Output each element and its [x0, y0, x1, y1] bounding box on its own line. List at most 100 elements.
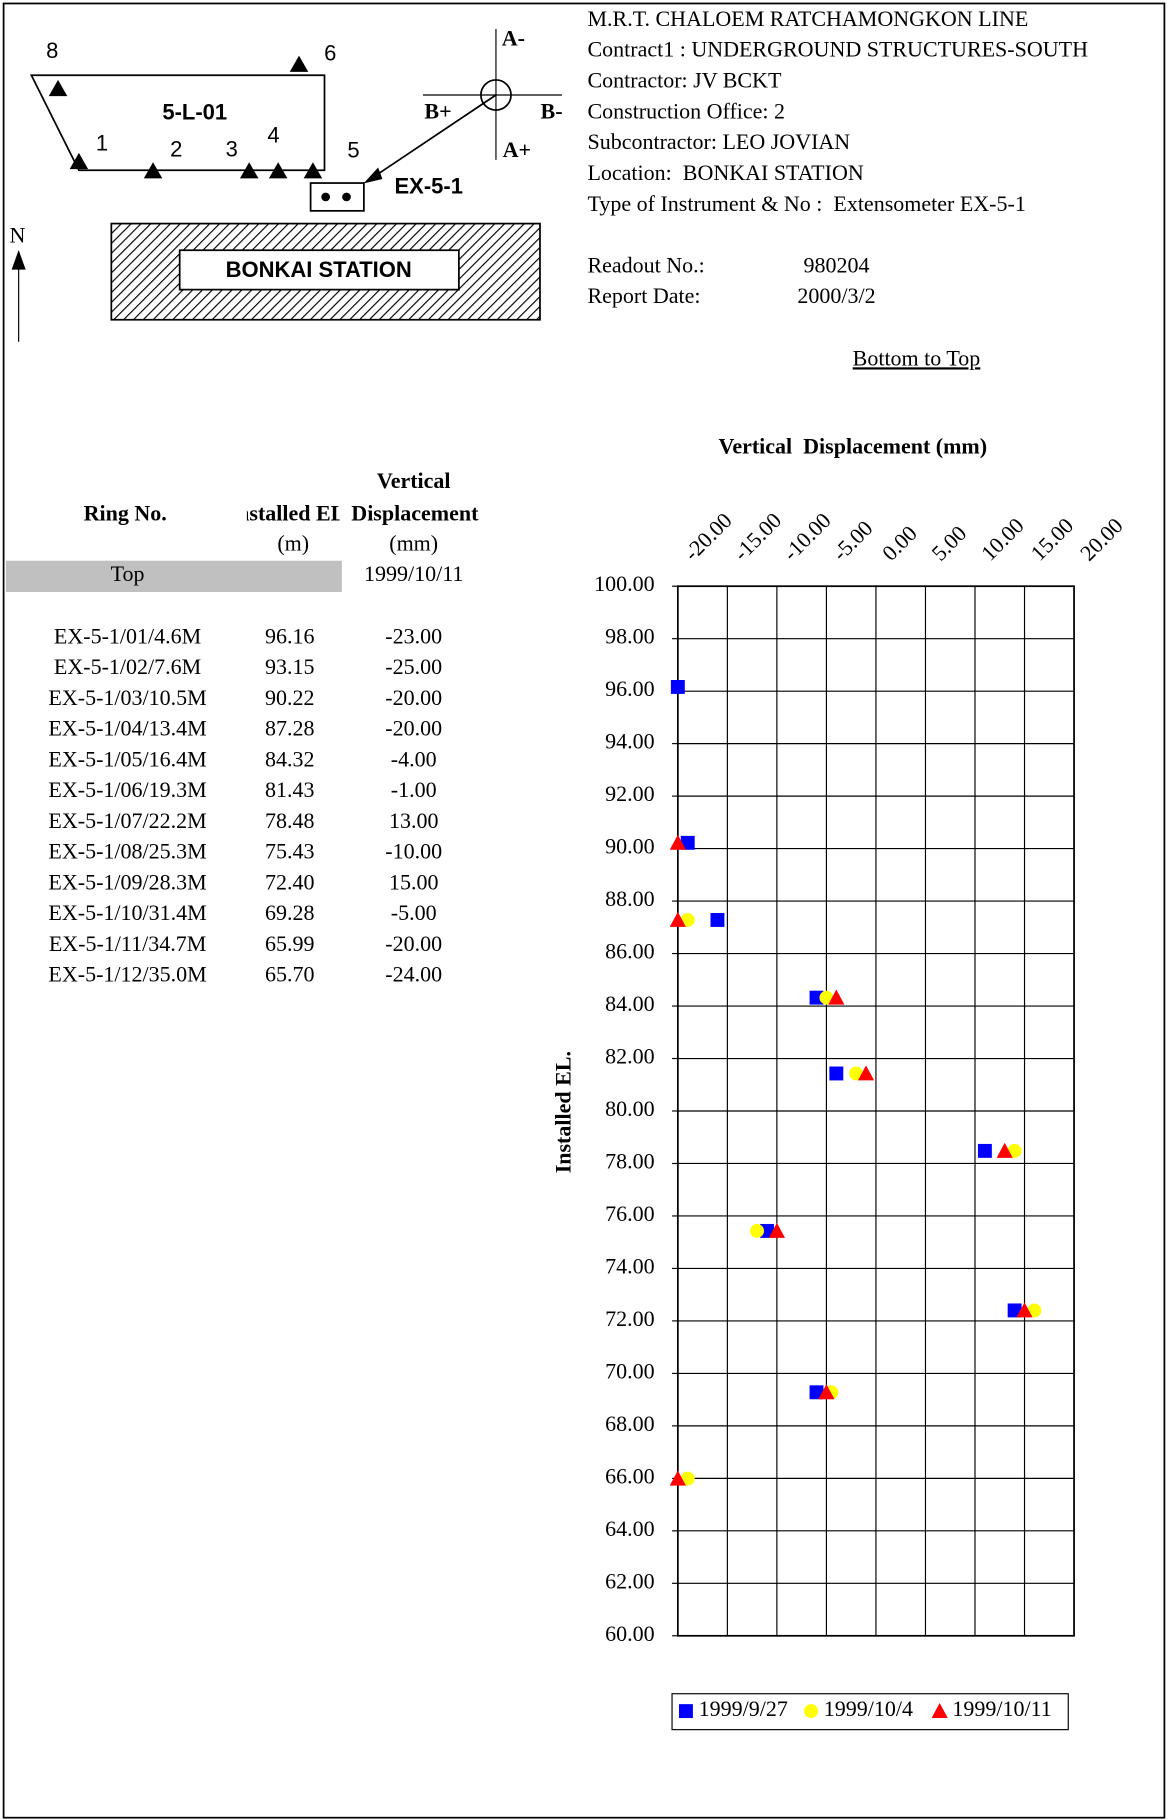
marker-square — [680, 835, 695, 850]
top-date: 1999/10/11 — [364, 561, 463, 586]
marker-circle — [1007, 1143, 1022, 1158]
y-tick-label: 76.00 — [605, 1201, 654, 1226]
table-cell: -1.00 — [391, 777, 437, 802]
top-label: Top — [111, 561, 145, 586]
x-tick-label: -10.00 — [778, 508, 836, 566]
y-tick-label: 68.00 — [605, 1411, 654, 1436]
table-cell: EX-5-1/06/19.3M — [48, 777, 206, 802]
marker-circle — [849, 1066, 864, 1081]
table-cell: EX-5-1/12/35.0M — [48, 962, 206, 987]
x-tick-label: -5.00 — [827, 515, 877, 565]
y-axis-label: Installed EL. — [551, 1051, 576, 1173]
data-points — [620, 680, 1042, 1486]
readout-no: 980204 — [804, 253, 870, 278]
legend-label: 1999/9/27 — [699, 1696, 788, 1721]
table-unit: (mm) — [389, 531, 438, 556]
marker-triangle — [620, 758, 636, 773]
y-tick-label: 86.00 — [605, 939, 654, 964]
table-cell: 84.32 — [265, 746, 314, 771]
point-label: 5 — [347, 138, 359, 163]
y-tick-label: 96.00 — [605, 676, 654, 701]
y-tick-label: 70.00 — [605, 1358, 654, 1383]
table-cell: -20.00 — [385, 716, 442, 741]
table-cell: EX-5-1/04/13.4M — [48, 716, 206, 741]
header: M.R.T. CHALOEM RATCHAMONGKON LINE Contrac… — [587, 6, 1088, 216]
marker-triangle — [818, 1384, 835, 1400]
table-cell: EX-5-1/01/4.6M — [54, 623, 201, 648]
point-label: 4 — [267, 123, 279, 148]
table-cell: 65.99 — [265, 931, 314, 956]
marker-triangle — [669, 911, 686, 927]
table-cell: 15.00 — [389, 869, 439, 894]
axis-label: A+ — [503, 137, 531, 162]
marker-square — [670, 680, 685, 694]
y-tick-label: 100.00 — [594, 571, 654, 596]
table-cell: EX-5-1/07/22.2M — [48, 808, 206, 833]
y-tick-label: 66.00 — [605, 1463, 654, 1488]
marker-square — [760, 1223, 774, 1238]
point-label: 3 — [226, 136, 238, 161]
marker-circle — [1027, 1303, 1042, 1318]
table-cell: 65.70 — [265, 962, 314, 987]
x-tick-label: 10.00 — [976, 513, 1029, 566]
x-tick-label: 0.00 — [877, 521, 922, 566]
table-cell: 90.22 — [265, 685, 314, 710]
y-tick-label: 98.00 — [605, 624, 654, 649]
top-row-bg — [5, 560, 342, 592]
marker-triangle — [857, 1065, 875, 1081]
table-cell: EX-5-1/11/34.7M — [49, 931, 206, 956]
legend: 1999/9/27 1999/10/4 1999/10/11 — [671, 1693, 1069, 1731]
x-tick-label: 20.00 — [1075, 513, 1128, 566]
legend-label: 1999/10/11 — [952, 1696, 1051, 1721]
marker-square — [829, 1066, 844, 1081]
marker-square — [809, 990, 824, 1005]
x-tick-label: -20.00 — [679, 508, 737, 566]
axis-label: B+ — [424, 99, 451, 124]
report-date: 2000/3/2 — [797, 283, 875, 308]
y-tick-label: 90.00 — [605, 834, 654, 859]
marker-square — [678, 1704, 693, 1719]
table-cell: 87.28 — [265, 716, 314, 741]
north-label: N — [10, 223, 26, 248]
table-cell: EX-5-1/03/10.5M — [48, 685, 206, 710]
y-tick-label: 84.00 — [605, 991, 654, 1016]
table-cell: EX-5-1/02/7.6M — [54, 654, 201, 679]
marker-circle — [804, 1704, 819, 1719]
legend-box — [671, 1693, 1069, 1731]
header-line: Subcontractor: LEO JOVIAN — [587, 129, 850, 154]
marker-square — [809, 1385, 824, 1400]
table-cell: 96.16 — [265, 623, 314, 648]
marker-circle — [750, 1223, 765, 1238]
y-tick-label: 62.00 — [605, 1568, 654, 1593]
table-header: Ring No. — [84, 501, 167, 526]
table-unit: (m) — [277, 531, 309, 556]
table-cell: EX-5-1/10/31.4M — [48, 900, 206, 925]
x-tick-label: -15.00 — [728, 508, 786, 566]
axis-label: A- — [502, 26, 525, 51]
y-tick-label: 64.00 — [605, 1516, 654, 1541]
marker-square — [1007, 1303, 1022, 1318]
x-tick-label: 5.00 — [926, 521, 971, 566]
table-header: Vertical — [377, 468, 451, 493]
table-header: Installed EL. — [229, 501, 351, 526]
y-tick-label: 88.00 — [605, 886, 654, 911]
axis-label: B- — [541, 99, 563, 124]
point-label: 2 — [170, 136, 182, 161]
table-cell: 78.48 — [265, 808, 314, 833]
table-cell: EX-5-1/08/25.3M — [48, 839, 206, 864]
instrument-label: EX-5-1 — [395, 173, 463, 198]
header-line: Type of Instrument & No : Extensometer E… — [587, 191, 1025, 216]
x-tick-label: 15.00 — [1026, 513, 1079, 566]
marker-triangle — [768, 1222, 785, 1238]
table-cell: EX-5-1/05/16.4M — [48, 746, 206, 771]
y-tick-label: 80.00 — [605, 1096, 654, 1121]
report-date-label: Report Date: — [587, 283, 700, 308]
header-line: Construction Office: 2 — [587, 98, 785, 123]
table-cell: 69.28 — [265, 900, 314, 925]
table-cell: 93.15 — [265, 654, 314, 679]
table-rows: EX-5-1/01/4.6M 96.16 -23.00 EX-5-1/02/7.6M 9… — [48, 623, 442, 986]
marker-circle — [680, 913, 695, 927]
y-tick-label: 78.00 — [605, 1149, 654, 1174]
